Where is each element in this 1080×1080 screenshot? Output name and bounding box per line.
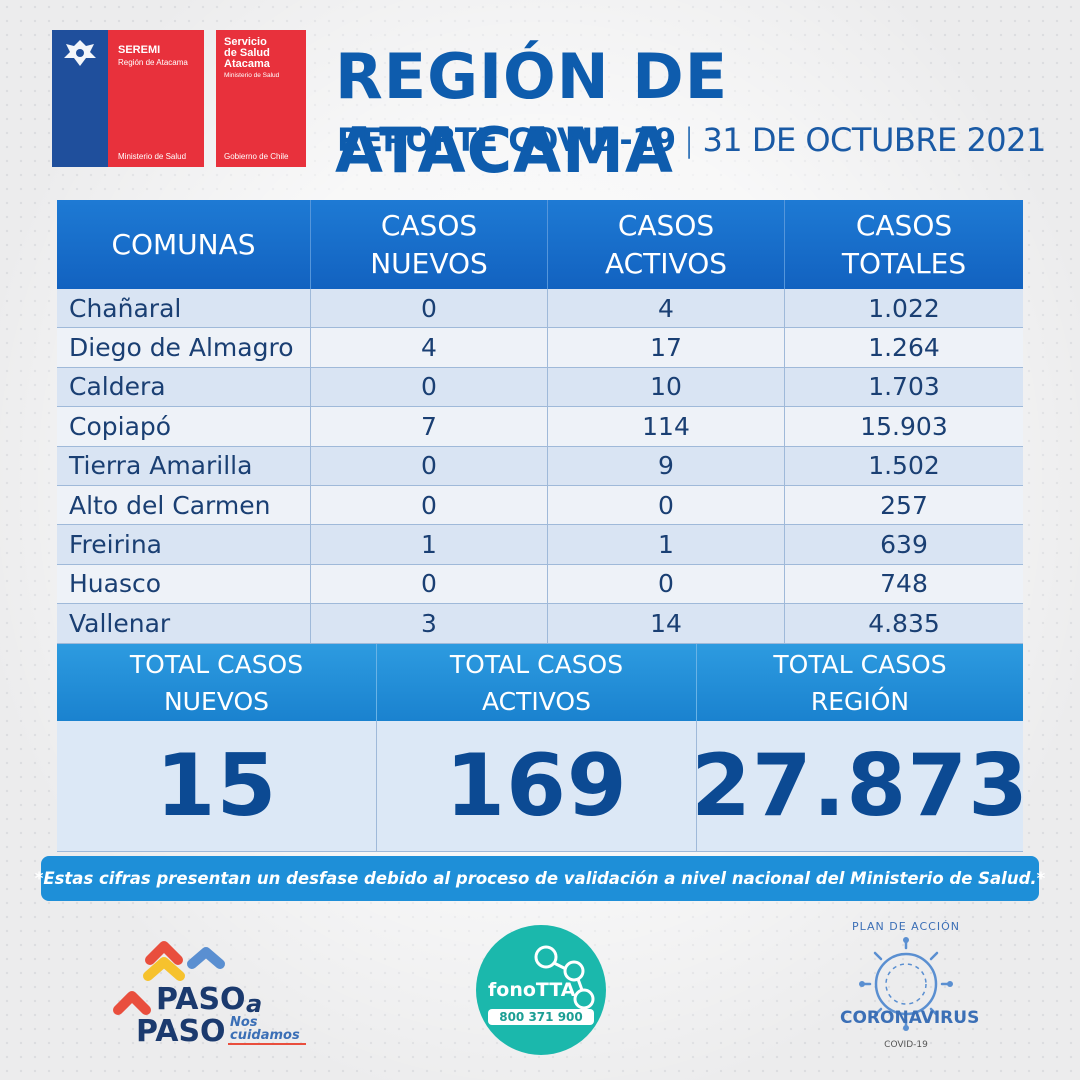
servicio-line4: Ministerio de Salud	[224, 72, 280, 79]
cell-comuna: Freirina	[57, 525, 311, 564]
servicio-footer: Gobierno de Chile	[224, 152, 289, 161]
seremi-logo: SEREMI Región de Atacama Ministerio de S…	[52, 30, 204, 167]
cell-nuevos: 4	[311, 328, 548, 367]
cell-activos: 0	[548, 564, 785, 604]
fonotta-logo: fonoTTA 800 371 900	[474, 923, 608, 1057]
cell-activos: 10	[548, 367, 785, 407]
comunas-table: COMUNAS CASOS NUEVOS CASOS ACTIVOS CASOS TO…	[57, 200, 1023, 644]
cell-activos: 9	[548, 446, 785, 485]
cell-activos: 14	[548, 604, 785, 643]
cell-nuevos: 0	[311, 289, 548, 328]
paso-chevrons-icon	[113, 941, 306, 1045]
header-casos-totales: CASOS TOTALES	[841, 208, 967, 280]
table-row: Tierra Amarilla 0 9 1.502	[57, 446, 1023, 486]
table-row: Copiapó 7 114 15.903	[57, 407, 1023, 447]
paso-tag-2: cuidamos	[230, 1028, 300, 1043]
cell-totales: 257	[880, 490, 928, 520]
totals-panel: TOTAL CASOS NUEVOS TOTAL CASOS ACTIVOS TOT…	[57, 644, 1029, 852]
coronavirus-icon	[859, 937, 953, 1031]
table-row: Vallenar 3 14 4.835	[57, 604, 1023, 644]
cell-comuna: Tierra Amarilla	[57, 446, 311, 485]
cell-totales: 639	[880, 530, 928, 560]
table-row: Alto del Carmen 0 0 257	[57, 485, 1023, 526]
cell-activos: 17	[548, 328, 785, 367]
page-subtitle: REPORTE COVID-19 | 31 DE OCTUBRE 2021	[337, 118, 1046, 162]
servicio-line3: Atacama	[224, 58, 270, 70]
header-casos-nuevos: CASOS NUEVOS	[311, 200, 548, 289]
cell-nuevos: 0	[311, 446, 548, 485]
total-nuevos-value: 15	[57, 721, 377, 851]
fonotta-badge-icon	[476, 925, 606, 1055]
cell-comuna: Caldera	[57, 367, 311, 407]
cell-totales: 1.703	[868, 372, 940, 402]
cell-nuevos: 1	[311, 525, 548, 564]
paso-word-2: PASO	[136, 1014, 226, 1049]
cell-comuna: Copiapó	[57, 407, 311, 446]
servicio-line1: Servicio	[224, 36, 267, 48]
table-row: Freirina 1 1 639	[57, 525, 1023, 565]
disclaimer-note: *Estas cifras presentan un desfase debid…	[35, 856, 1045, 901]
cell-totales: 1.022	[868, 293, 940, 323]
table-header: COMUNAS CASOS NUEVOS CASOS ACTIVOS CASOS TO…	[57, 200, 1023, 289]
header-casos-activos: CASOS ACTIVOS	[548, 200, 785, 289]
plan-main-text: CORONAVIRUS	[840, 1008, 980, 1028]
seremi-footer: Ministerio de Salud	[118, 152, 187, 161]
table-body: Chañaral 0 4 1.022 Diego de Almagro 4 17…	[57, 289, 1023, 644]
chile-crest-icon	[64, 40, 96, 66]
title-separator: |	[683, 121, 695, 159]
page-title: REGIÓN DE ATACAMA	[335, 40, 729, 187]
paso-word-a: a	[246, 990, 263, 1018]
seremi-title: SEREMI	[118, 44, 161, 56]
cell-nuevos: 0	[311, 485, 548, 525]
plan-top-text: PLAN DE ACCIÓN	[851, 920, 960, 933]
report-label: REPORTE COVID-19	[337, 121, 676, 159]
report-date: 31 DE OCTUBRE 2021	[702, 121, 1046, 159]
cell-totales: 1.264	[868, 333, 940, 363]
cell-activos: 114	[548, 407, 785, 446]
cell-comuna: Huasco	[57, 564, 311, 604]
paso-word-1: PASO	[156, 982, 246, 1017]
fonotta-number: 800 371 900	[499, 1010, 583, 1024]
cell-comuna: Alto del Carmen	[57, 485, 311, 525]
cell-comuna: Chañaral	[57, 289, 311, 328]
total-nuevos-label: TOTAL CASOS NUEVOS	[57, 644, 377, 721]
plan-bottom-text: COVID-19	[884, 1040, 928, 1050]
cell-activos: 4	[548, 289, 785, 328]
table-row: Diego de Almagro 4 17 1.264	[57, 328, 1023, 368]
cell-activos: 0	[548, 485, 785, 525]
total-activos-label: TOTAL CASOS ACTIVOS	[377, 644, 697, 721]
cell-nuevos: 0	[311, 564, 548, 604]
table-row: Chañaral 0 4 1.022	[57, 289, 1023, 329]
table-row: Huasco 0 0 748	[57, 564, 1023, 605]
total-region-label: TOTAL CASOS REGIÓN	[773, 649, 947, 716]
cell-totales: 15.903	[860, 411, 948, 441]
cell-totales: 4.835	[868, 608, 940, 638]
fonotta-name: fonoTTA	[488, 979, 576, 1001]
servicio-salud-logo: Servicio de Salud Atacama Ministerio de …	[216, 30, 306, 167]
paso-tag-1: Nos	[230, 1015, 258, 1030]
total-activos-value: 169	[377, 721, 697, 851]
header-comunas: COMUNAS	[57, 200, 311, 289]
cell-nuevos: 7	[311, 407, 548, 446]
servicio-line2: de Salud	[224, 47, 270, 59]
paso-a-paso-logo: PASO a PASO Nos cuidamos	[112, 932, 312, 1054]
cell-totales: 1.502	[868, 451, 940, 481]
cell-activos: 1	[548, 525, 785, 564]
seremi-subtitle: Región de Atacama	[118, 58, 188, 67]
totals-header: TOTAL CASOS NUEVOS TOTAL CASOS ACTIVOS TOT…	[57, 644, 1023, 721]
totals-values: 15 169 27.873	[57, 721, 1029, 852]
cell-nuevos: 3	[311, 604, 548, 643]
cell-totales: 748	[880, 569, 928, 599]
plan-coronavirus-logo: PLAN DE ACCIÓN CORONAVIRUS COVID-19	[840, 918, 980, 1058]
table-row: Caldera 0 10 1.703	[57, 367, 1023, 408]
cell-comuna: Vallenar	[57, 604, 311, 643]
total-region-value: 27.873	[691, 736, 1029, 836]
cell-nuevos: 0	[311, 367, 548, 407]
cell-comuna: Diego de Almagro	[57, 328, 311, 367]
